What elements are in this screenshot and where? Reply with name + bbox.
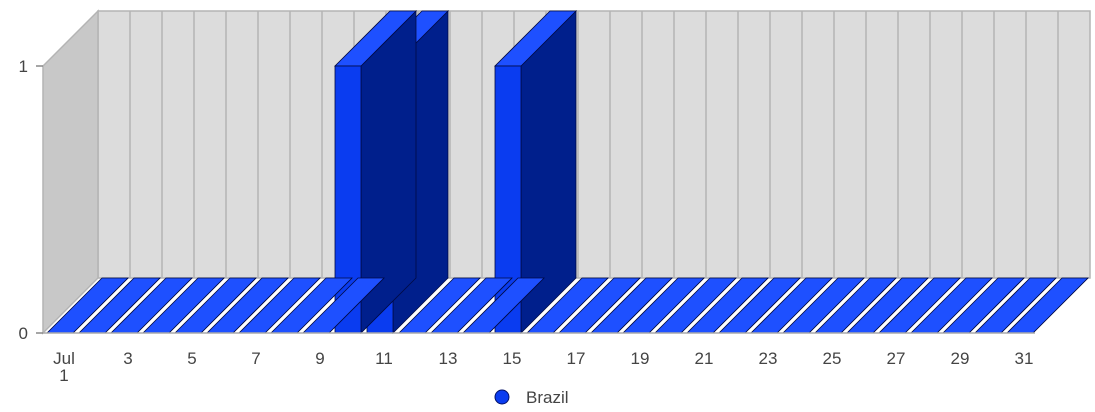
legend[interactable]: Brazil bbox=[494, 388, 569, 407]
x-tick-label-13: 13 bbox=[439, 349, 458, 368]
y-tick-label-1: 1 bbox=[19, 57, 28, 76]
x-tick-label-23: 23 bbox=[759, 349, 778, 368]
left-wall bbox=[42, 9, 99, 335]
x-tick-label-29: 29 bbox=[951, 349, 970, 368]
x-tick-label-11: 11 bbox=[375, 349, 393, 368]
x-tick-label-1-line2: 1 bbox=[59, 366, 68, 385]
x-tick-label-9: 9 bbox=[315, 349, 324, 368]
x-tick-label-25: 25 bbox=[823, 349, 842, 368]
chart-walls bbox=[42, 9, 1091, 335]
chart-grid bbox=[129, 11, 1059, 278]
x-tick-label-7: 7 bbox=[251, 349, 260, 368]
x-tick-label-19: 19 bbox=[631, 349, 650, 368]
legend-label-brazil[interactable]: Brazil bbox=[526, 388, 569, 407]
x-tick-label-31: 31 bbox=[1015, 349, 1034, 368]
x-tick-label-17: 17 bbox=[567, 349, 586, 368]
chart-bars bbox=[46, 10, 1089, 334]
x-tick-label-5: 5 bbox=[187, 349, 196, 368]
x-tick-label-21: 21 bbox=[695, 349, 714, 368]
y-axis: 01 bbox=[19, 57, 43, 343]
legend-marker-brazil[interactable] bbox=[494, 389, 510, 405]
x-tick-label-15: 15 bbox=[503, 349, 522, 368]
back-wall bbox=[97, 10, 1091, 279]
x-tick-label-27: 27 bbox=[887, 349, 906, 368]
x-tick-label-3: 3 bbox=[123, 349, 132, 368]
x-tick-label-1: Jul bbox=[53, 349, 75, 368]
y-tick-label-0: 0 bbox=[19, 324, 28, 343]
